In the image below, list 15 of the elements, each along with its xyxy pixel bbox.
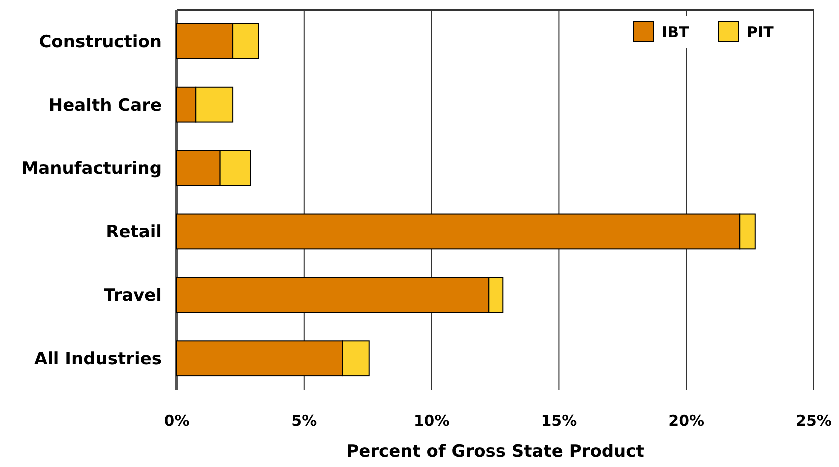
- y-tick-label: Manufacturing: [22, 159, 162, 180]
- y-tick-label: Construction: [39, 32, 162, 52]
- x-tick-label: 0%: [164, 412, 190, 430]
- legend-label: IBT: [662, 23, 690, 42]
- y-tick-label: Health Care: [48, 96, 162, 116]
- x-tick-label: 20%: [668, 412, 705, 430]
- x-tick-label: 10%: [414, 412, 450, 430]
- x-tick-label: 25%: [796, 412, 832, 430]
- x-tick-label: 5%: [292, 412, 318, 430]
- x-axis-title: Percent of Gross State Product: [346, 442, 644, 462]
- legend-label: PIT: [747, 23, 775, 42]
- x-tick-label: 15%: [541, 412, 578, 430]
- y-tick-label: All Industries: [34, 350, 162, 370]
- y-tick-label: Travel: [104, 286, 162, 306]
- y-tick-label: Retail: [106, 222, 162, 243]
